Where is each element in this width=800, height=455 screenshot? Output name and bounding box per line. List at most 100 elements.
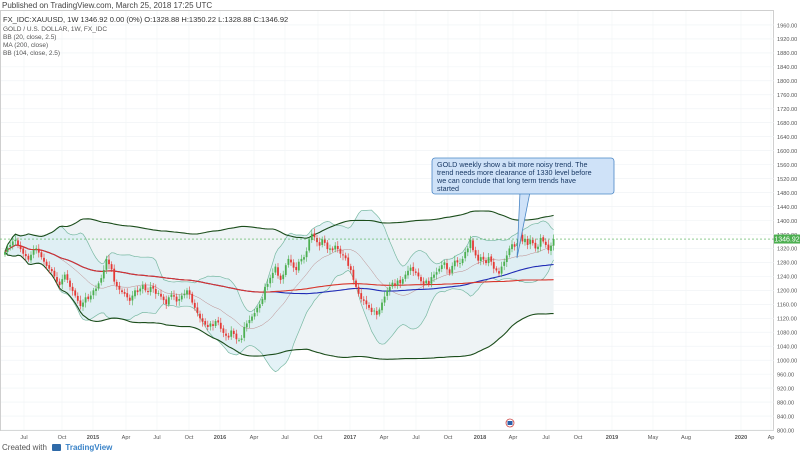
candle-body xyxy=(128,297,131,301)
candle-body xyxy=(300,258,303,262)
candle-body xyxy=(79,300,82,307)
candle-body xyxy=(71,286,74,292)
candle-body xyxy=(188,290,191,295)
candle-body xyxy=(505,255,508,263)
candle-body xyxy=(362,299,365,301)
candle-body xyxy=(209,323,212,327)
candle-body xyxy=(95,288,97,292)
candle-body xyxy=(243,326,246,338)
candle-body xyxy=(258,304,261,309)
candle-body xyxy=(22,248,25,254)
ohlc-readout: FX_IDC:XAUUSD, 1W 1346.92 0.00 (0%) O:13… xyxy=(3,15,288,24)
x-tick-label: Jul xyxy=(20,435,27,441)
event-flag-icon[interactable] xyxy=(505,418,515,428)
candle-body xyxy=(14,239,17,242)
candle-body xyxy=(40,252,43,258)
y-tick-label: 1960.00 xyxy=(777,23,797,29)
candle-body xyxy=(282,274,285,280)
candle-body xyxy=(427,280,430,285)
candle-body xyxy=(303,257,305,260)
candle-body xyxy=(375,310,378,315)
candle-body xyxy=(126,293,129,298)
candle-body xyxy=(274,266,277,273)
x-tick-label: 2017 xyxy=(344,435,356,441)
x-tick-label: 2020 xyxy=(735,435,747,441)
candle-body xyxy=(232,330,235,334)
candle-body xyxy=(290,259,292,263)
candle-body xyxy=(204,321,207,325)
candle-body xyxy=(277,267,279,276)
candle-body xyxy=(295,266,298,271)
legend-title: GOLD / U.S. DOLLAR, 1W, FX_IDC xyxy=(3,26,107,33)
y-tick-label: 1200.00 xyxy=(777,289,797,295)
candle-body xyxy=(269,277,272,284)
x-tick-label: 2016 xyxy=(214,435,226,441)
x-tick-label: May xyxy=(648,435,659,441)
candle-body xyxy=(89,295,92,300)
x-tick-label: 2019 xyxy=(606,435,618,441)
candle-body xyxy=(170,294,173,297)
candle-body xyxy=(264,286,266,300)
candle-body xyxy=(396,280,399,286)
candle-body xyxy=(370,307,373,312)
candle-body xyxy=(516,243,519,246)
legend-bb2: BB (104, close, 2.5) xyxy=(3,50,60,57)
footer-created: Created with xyxy=(2,443,47,452)
candle-body xyxy=(513,244,516,247)
y-tick-label: 840.00 xyxy=(777,414,794,420)
candle-body xyxy=(446,263,448,270)
price-axis[interactable]: 800.00 840.00 880.00 920.00 960.00 1000.00 104… xyxy=(777,23,797,434)
candle-body xyxy=(227,335,230,338)
candle-body xyxy=(357,286,360,294)
candle-body xyxy=(17,240,19,246)
candle-body xyxy=(134,290,136,297)
candle-body xyxy=(490,256,493,262)
y-tick-label: 1520.00 xyxy=(777,177,797,183)
candle-body xyxy=(173,295,175,297)
y-tick-label: 1280.00 xyxy=(777,261,797,267)
candle-body xyxy=(339,248,342,254)
candle-body xyxy=(217,320,220,323)
candle-body xyxy=(388,286,391,291)
candle-body xyxy=(222,328,225,333)
candle-body xyxy=(407,270,409,276)
candle-body xyxy=(378,309,381,315)
candle-body xyxy=(212,324,214,326)
candle-body xyxy=(178,299,181,301)
indicator-lines xyxy=(4,209,554,373)
candle-body xyxy=(251,316,253,321)
candle-body xyxy=(11,241,14,246)
candle-body xyxy=(121,290,123,293)
candle-body xyxy=(511,244,513,250)
candle-body xyxy=(123,292,126,294)
x-tick-label: Oct xyxy=(185,435,194,441)
bb104-lower xyxy=(4,251,554,360)
candle-body xyxy=(430,277,433,284)
candle-body xyxy=(456,260,459,263)
candle-body xyxy=(321,239,324,245)
y-tick-label: 1800.00 xyxy=(777,79,797,85)
candle-body xyxy=(110,264,113,270)
candle-body xyxy=(464,251,467,259)
candle-body xyxy=(56,277,58,282)
legend-bb1: BB (20, close, 2.5) xyxy=(3,34,56,41)
y-tick-label: 1440.00 xyxy=(777,205,797,211)
annotation-callout[interactable]: GOLD weekly show a bit more noisy trend.… xyxy=(431,157,615,259)
y-tick-label: 1880.00 xyxy=(777,51,797,57)
footer: Created with TradingView xyxy=(2,443,112,452)
time-axis[interactable]: Jul Oct 2015 Apr Jul Oct 2016 Apr Jul Oct 2017 Apr J… xyxy=(20,435,774,441)
candle-body xyxy=(284,265,287,275)
x-tick-label: 2018 xyxy=(474,435,486,441)
candle-body xyxy=(459,263,461,264)
y-tick-label: 1160.00 xyxy=(777,303,797,309)
y-tick-label: 880.00 xyxy=(777,400,794,406)
candle-body xyxy=(477,254,480,261)
candle-body xyxy=(32,250,35,255)
x-tick-label: Jul xyxy=(153,435,160,441)
candle-body xyxy=(342,254,344,256)
candle-body xyxy=(448,269,451,274)
candle-body xyxy=(313,233,316,238)
candle-body xyxy=(485,260,487,264)
candle-body xyxy=(368,304,370,308)
